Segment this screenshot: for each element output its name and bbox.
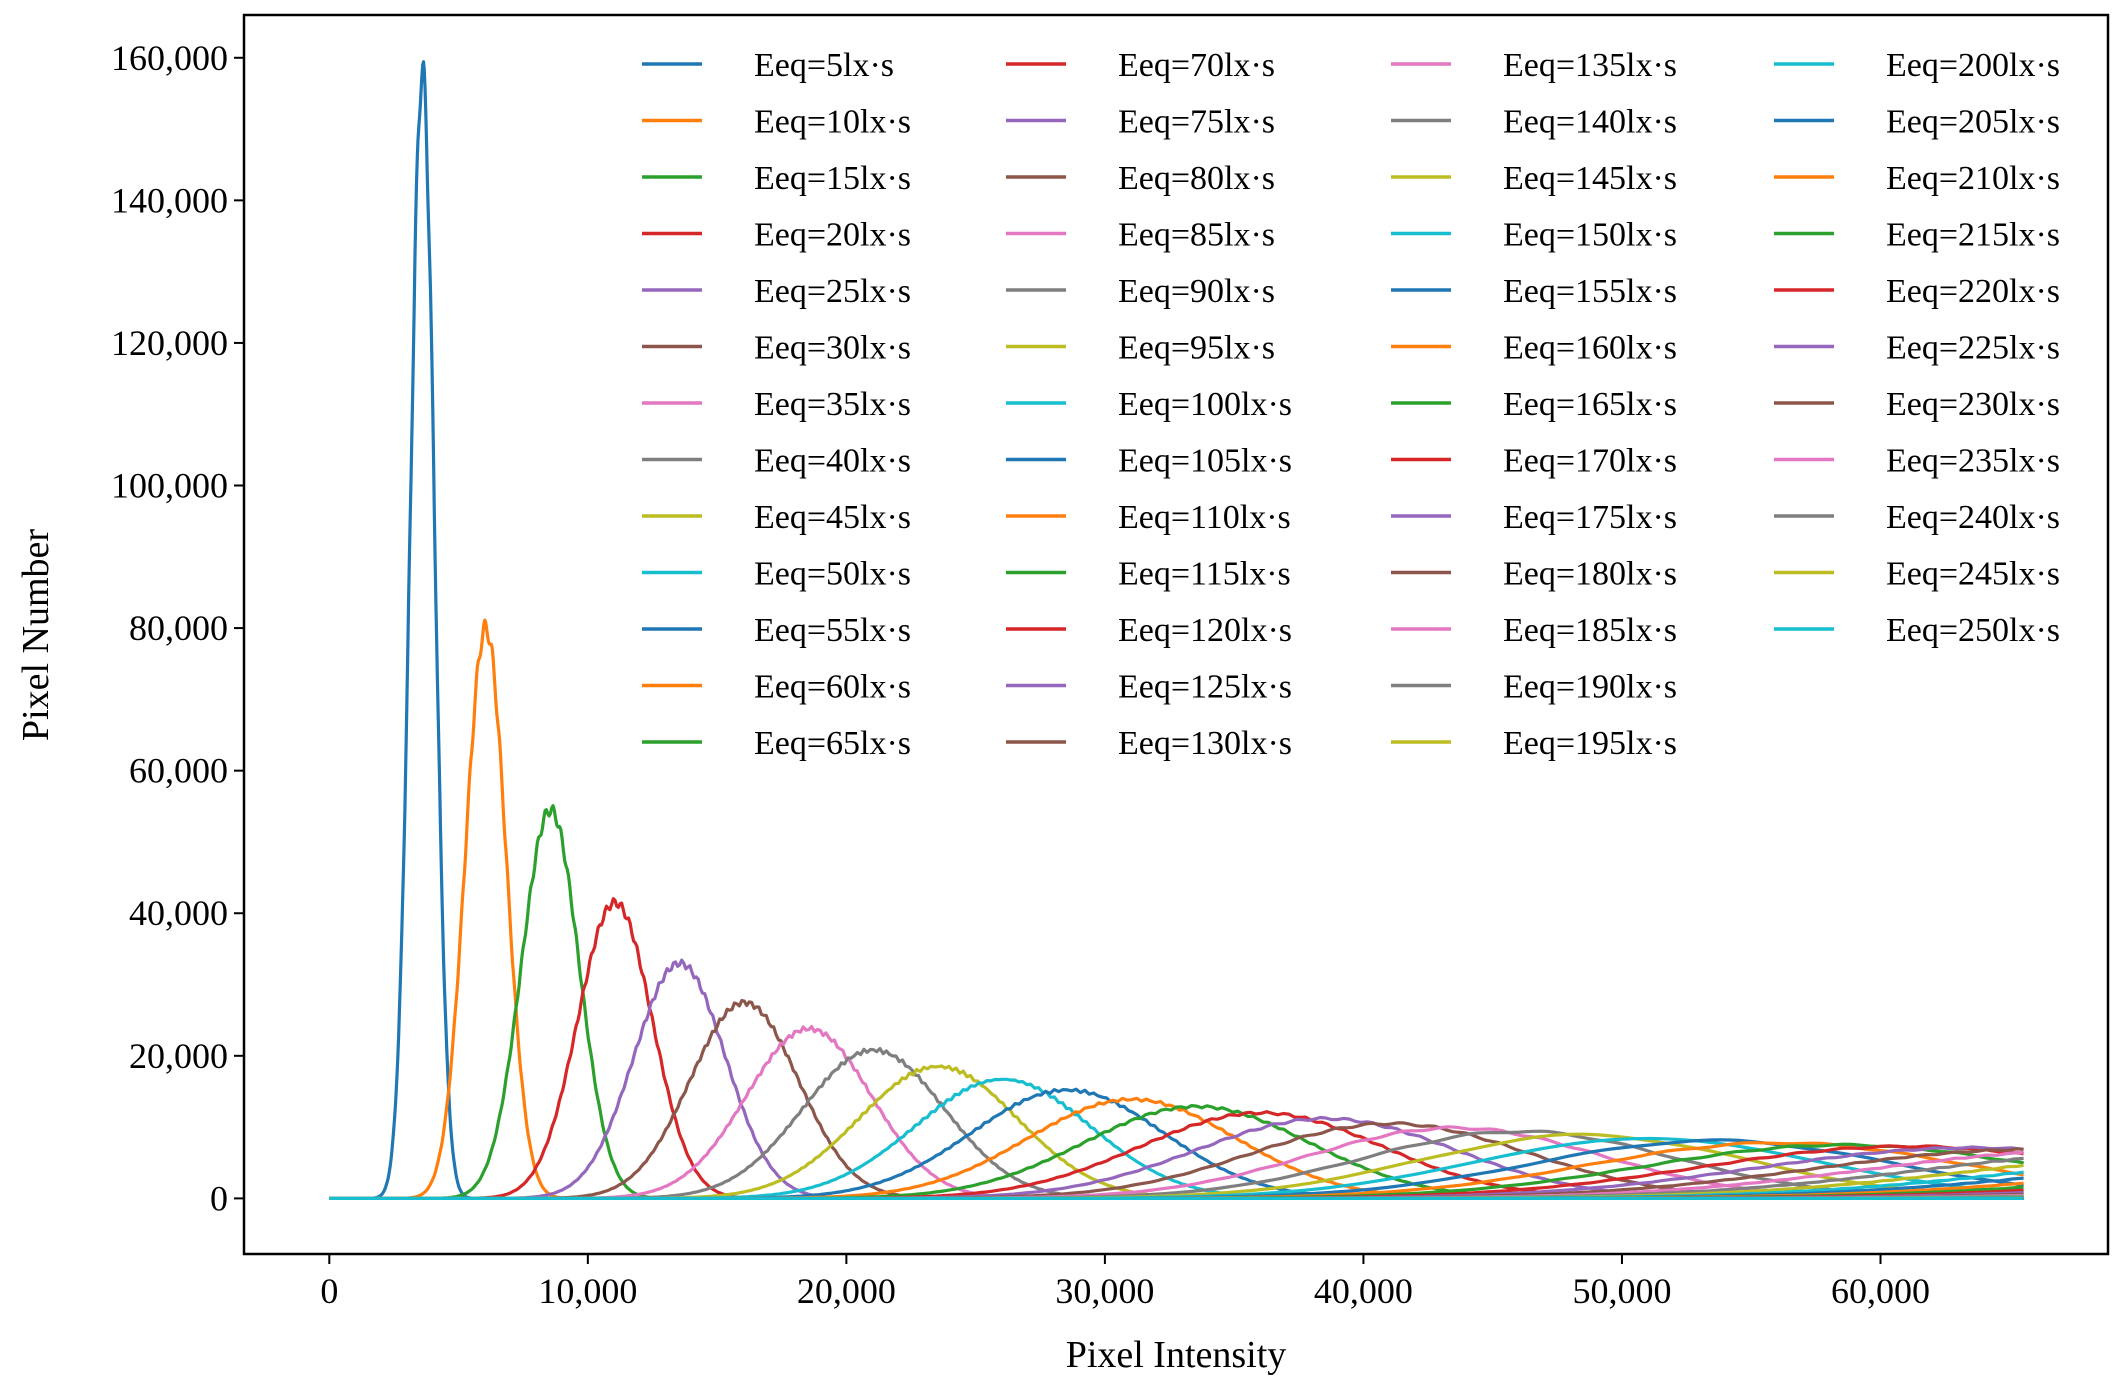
legend-label: Eeq=65lx·s [754, 725, 911, 762]
legend-label: Eeq=230lx·s [1886, 386, 2060, 423]
x-axis: 0 10,000 20,000 30,000 40,000 50,000 60,000 [320, 1254, 1930, 1311]
legend-label: Eeq=100lx·s [1118, 386, 1292, 423]
plot-frame [242, 13, 2110, 1256]
legend-label: Eeq=120lx·s [1118, 612, 1292, 649]
legend-label: Eeq=155lx·s [1503, 273, 1677, 310]
x-tick-label: 50,000 [1572, 1271, 1671, 1311]
legend-label: Eeq=115lx·s [1118, 556, 1291, 593]
legend-label: Eeq=195lx·s [1503, 725, 1677, 762]
series-layer [329, 60, 2026, 1200]
legend-label: Eeq=15lx·s [754, 160, 911, 197]
legend-label: Eeq=190lx·s [1503, 669, 1677, 706]
legend-label: Eeq=60lx·s [754, 669, 911, 706]
legend-label: Eeq=180lx·s [1503, 556, 1677, 593]
legend-label: Eeq=50lx·s [754, 556, 911, 593]
legend-label: Eeq=70lx·s [1118, 47, 1275, 84]
legend: Eeq=5lx·s Eeq=10lx·s Eeq=15lx·s Eeq=20lx·s E… [642, 47, 2060, 762]
y-axis-label: Pixel Number [15, 529, 57, 741]
legend-label: Eeq=90lx·s [1118, 273, 1275, 310]
legend-label: Eeq=35lx·s [754, 386, 911, 423]
legend-label: Eeq=80lx·s [1118, 160, 1275, 197]
legend-label: Eeq=125lx·s [1118, 669, 1292, 706]
x-tick-label: 20,000 [797, 1271, 896, 1311]
legend-label: Eeq=105lx·s [1118, 443, 1292, 480]
y-tick-label: 60,000 [129, 751, 228, 791]
x-tick-label: 30,000 [1055, 1271, 1154, 1311]
legend-label: Eeq=40lx·s [754, 443, 911, 480]
legend-label: Eeq=110lx·s [1118, 499, 1291, 536]
legend-label: Eeq=25lx·s [754, 273, 911, 310]
x-tick-label: 40,000 [1314, 1271, 1413, 1311]
legend-label: Eeq=5lx·s [754, 47, 894, 84]
legend-label: Eeq=200lx·s [1886, 47, 2060, 84]
y-tick-label: 0 [210, 1178, 228, 1218]
legend-label: Eeq=185lx·s [1503, 612, 1677, 649]
legend-label: Eeq=85lx·s [1118, 217, 1275, 254]
legend-label: Eeq=245lx·s [1886, 556, 2060, 593]
x-tick-label: 0 [320, 1271, 338, 1311]
legend-label: Eeq=75lx·s [1118, 104, 1275, 141]
legend-label: Eeq=210lx·s [1886, 160, 2060, 197]
x-tick-label: 10,000 [538, 1271, 637, 1311]
legend-label: Eeq=10lx·s [754, 104, 911, 141]
x-axis-label: Pixel Intensity [1066, 1334, 1287, 1376]
legend-label: Eeq=160lx·s [1503, 330, 1677, 367]
legend-label: Eeq=225lx·s [1886, 330, 2060, 367]
legend-label: Eeq=215lx·s [1886, 217, 2060, 254]
legend-label: Eeq=45lx·s [754, 499, 911, 536]
legend-label: Eeq=20lx·s [754, 217, 911, 254]
y-tick-label: 40,000 [129, 893, 228, 933]
legend-label: Eeq=145lx·s [1503, 160, 1677, 197]
legend-label: Eeq=150lx·s [1503, 217, 1677, 254]
y-tick-label: 80,000 [129, 608, 228, 648]
y-axis: 0 20,000 40,000 60,000 80,000 100,000 120,000 1… [111, 38, 244, 1218]
legend-label: Eeq=135lx·s [1503, 47, 1677, 84]
y-tick-label: 160,000 [111, 38, 228, 78]
legend-label: Eeq=235lx·s [1886, 443, 2060, 480]
legend-label: Eeq=170lx·s [1503, 443, 1677, 480]
y-tick-label: 120,000 [111, 323, 228, 363]
legend-label: Eeq=205lx·s [1886, 104, 2060, 141]
legend-label: Eeq=95lx·s [1118, 330, 1275, 367]
x-tick-label: 60,000 [1831, 1271, 1930, 1311]
legend-label: Eeq=240lx·s [1886, 499, 2060, 536]
legend-label: Eeq=250lx·s [1886, 612, 2060, 649]
y-tick-label: 140,000 [111, 180, 228, 220]
legend-label: Eeq=140lx·s [1503, 104, 1677, 141]
legend-label: Eeq=165lx·s [1503, 386, 1677, 423]
legend-label: Eeq=55lx·s [754, 612, 911, 649]
legend-label: Eeq=30lx·s [754, 330, 911, 367]
legend-label: Eeq=175lx·s [1503, 499, 1677, 536]
y-tick-label: 100,000 [111, 466, 228, 506]
legend-label: Eeq=130lx·s [1118, 725, 1292, 762]
y-tick-label: 20,000 [129, 1036, 228, 1076]
legend-label: Eeq=220lx·s [1886, 273, 2060, 310]
